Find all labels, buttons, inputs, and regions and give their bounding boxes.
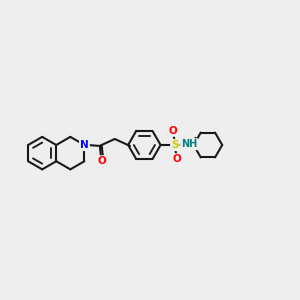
Text: O: O <box>97 156 106 166</box>
Text: O: O <box>172 154 181 164</box>
Text: O: O <box>169 126 177 136</box>
Text: S: S <box>171 140 179 150</box>
Text: N: N <box>80 140 89 150</box>
Text: NH: NH <box>181 139 197 149</box>
